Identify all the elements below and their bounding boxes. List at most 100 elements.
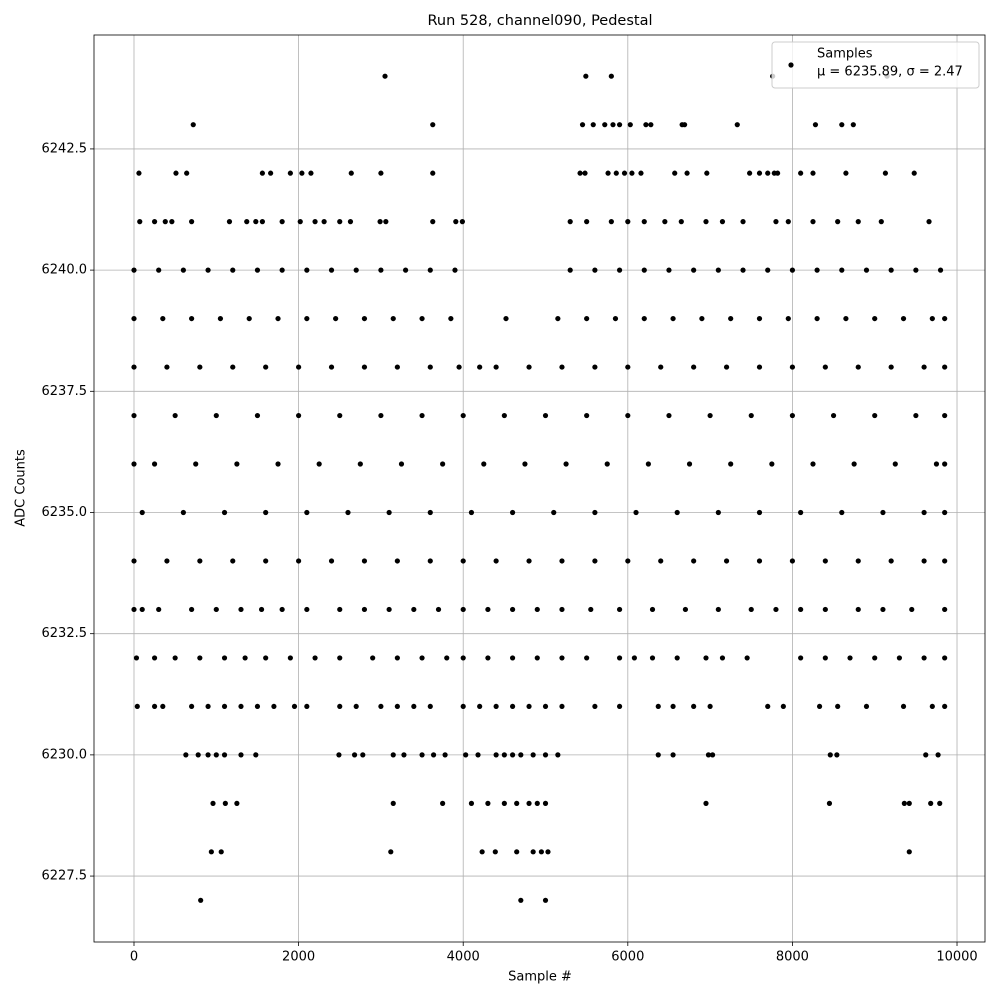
data-point (583, 73, 589, 79)
data-point (686, 461, 693, 467)
data-point (670, 703, 676, 710)
data-point (430, 170, 436, 176)
data-point (230, 364, 236, 370)
x-tick-label: 4000 (447, 950, 480, 965)
data-point (882, 170, 889, 176)
data-point (843, 170, 849, 176)
data-point (287, 170, 293, 176)
data-point (361, 315, 368, 322)
data-point (456, 364, 462, 370)
data-point (333, 315, 339, 322)
data-point (493, 703, 499, 710)
data-point (928, 800, 934, 806)
data-point (648, 122, 654, 128)
data-point (347, 219, 354, 225)
data-point (230, 267, 236, 273)
data-point (430, 219, 436, 225)
data-point (131, 267, 137, 273)
data-point (913, 267, 919, 273)
y-tick-label: 6235.0 (42, 505, 88, 520)
data-point (774, 170, 781, 176)
data-point (937, 267, 944, 273)
data-point (826, 800, 833, 806)
data-point (691, 267, 697, 273)
data-point (691, 558, 697, 564)
data-point (814, 315, 820, 322)
data-point (503, 315, 509, 322)
data-point (592, 703, 598, 710)
data-point (254, 267, 261, 273)
data-point (678, 219, 684, 225)
data-point (259, 219, 265, 225)
data-point (518, 897, 524, 903)
data-point (613, 170, 619, 176)
data-point (131, 461, 137, 467)
data-point (411, 703, 417, 710)
data-point (296, 412, 302, 419)
data-point (923, 752, 929, 758)
data-point (641, 267, 647, 273)
data-point (810, 461, 816, 467)
data-point (348, 170, 354, 176)
data-point (798, 170, 804, 176)
data-point (682, 606, 689, 613)
data-point (526, 364, 532, 370)
data-point (691, 364, 697, 370)
data-point (681, 122, 688, 128)
data-point (217, 315, 224, 322)
data-point (361, 606, 368, 613)
data-point (493, 364, 499, 370)
data-point (835, 219, 841, 225)
data-point (131, 364, 137, 370)
data-point (304, 509, 310, 516)
data-point (514, 800, 520, 806)
data-point (321, 219, 327, 225)
data-point (703, 655, 709, 661)
data-point (208, 849, 214, 855)
data-point (835, 703, 841, 710)
data-point (509, 509, 516, 516)
data-point (242, 655, 248, 661)
data-point (440, 800, 446, 806)
data-point (851, 461, 857, 467)
data-point (810, 170, 816, 176)
data-point (616, 267, 623, 273)
data-point (769, 461, 775, 467)
data-point (747, 170, 753, 176)
data-point (308, 170, 314, 176)
data-point (189, 606, 195, 613)
data-point (847, 655, 853, 661)
data-point (734, 122, 740, 128)
data-point (493, 752, 499, 758)
data-point (592, 364, 598, 370)
data-point (855, 558, 861, 564)
data-point (164, 364, 170, 370)
data-point (386, 606, 392, 613)
data-point (316, 461, 322, 467)
data-point (388, 849, 394, 855)
data-point (139, 509, 145, 516)
data-point (855, 606, 861, 613)
data-point (567, 267, 573, 273)
data-point (221, 509, 228, 516)
data-point (863, 703, 870, 710)
data-point (287, 655, 293, 661)
x-axis-label: Sample # (508, 970, 572, 985)
data-point (703, 800, 709, 806)
data-point (160, 315, 166, 322)
data-point (670, 315, 676, 322)
data-point (453, 219, 459, 225)
data-point (728, 461, 734, 467)
data-point (378, 412, 384, 419)
x-tick-label: 10000 (936, 950, 977, 965)
data-point (933, 461, 940, 467)
data-point (263, 558, 269, 564)
data-point (814, 267, 820, 273)
data-point (390, 800, 396, 806)
data-point (545, 849, 551, 855)
data-point (337, 703, 343, 710)
data-point (534, 800, 540, 806)
data-point (740, 267, 746, 273)
data-point (872, 412, 878, 419)
